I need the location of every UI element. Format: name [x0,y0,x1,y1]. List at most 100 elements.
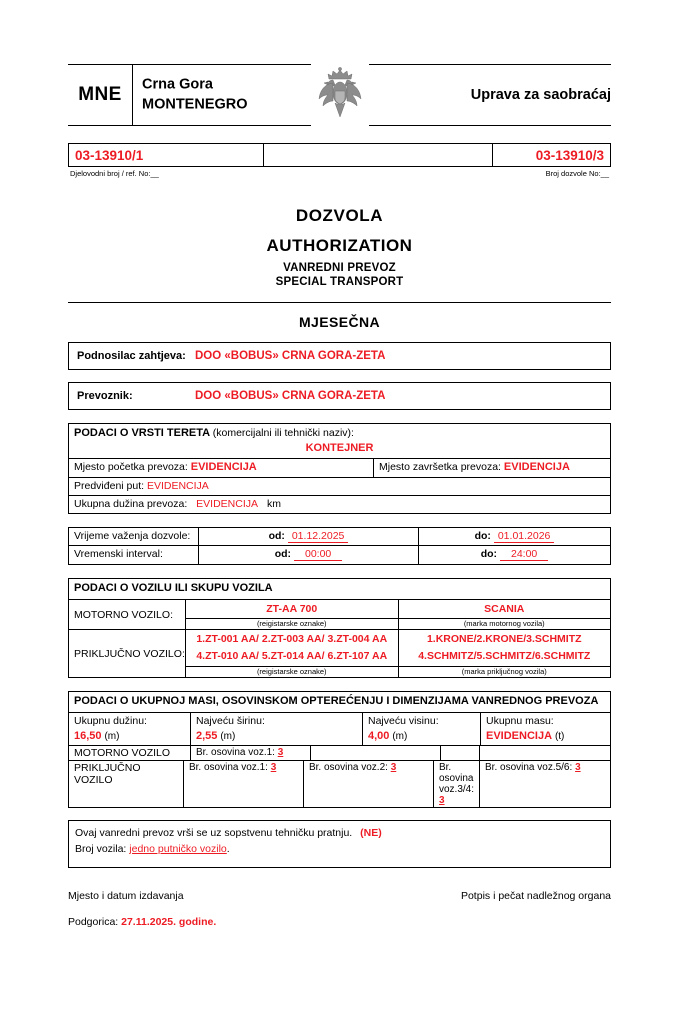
motor-axle1-value: 3 [277,746,284,758]
trailer-axle34-value: 3 [438,794,445,806]
vehicle-section-title: PODACI O VOZILU ILI SKUPU VOZILA [74,581,273,594]
reference-captions-row: Djelovodni broj / ref. No:__ Broj dozvol… [68,169,611,178]
cargo-section-title-note: (komercijalni ili tehnički naziv): [212,427,354,439]
cargo-distance-row: Ukupna dužina prevoza: EVIDENCIJA km [69,495,610,513]
authorization-document: MNE Crna Gora MONTENEGRO [0,64,679,1024]
cargo-distance-label: Ukupna dužina prevoza: [74,498,188,511]
country-name-local: Crna Gora [142,76,213,93]
trailer-plates-caption: (reigistarske oznake) [186,665,398,677]
motor-axle1-cell: Br. osovina voz.1: 3 [191,745,311,760]
period-type: MJESEČNA [299,314,380,330]
title-divider-rule [68,302,611,303]
vehicle-title-row: PODACI O VOZILU ILI SKUPU VOZILA [69,579,610,599]
motor-axle1-label: Br. osovina voz.1: [196,746,275,758]
cargo-start-cell: Mjesto početka prevoza: EVIDENCIJA [69,458,374,477]
motor-plates-caption: (reigistarske oznake) [186,618,398,629]
permit-number-caption: Broj dozvole No:__ [545,169,609,178]
trailer-axle56-value: 3 [575,761,581,773]
document-footer: Mjesto i datum izdavanja Potpis i pečat … [68,890,611,928]
motor-plates-col: ZT-AA 700 (reigistarske oznake) [186,599,399,630]
country-code-box: MNE [68,64,133,126]
cargo-end-cell: Mjesto završetka prevoza: EVIDENCIJA [374,459,610,477]
height-cell: Najveću visinu: 4,00 (m) [363,712,481,745]
dimensions-section-title: PODACI O UKUPNOJ MASI, OSOVINSKOM OPTERE… [74,694,599,707]
dimensions-values-row: Ukupnu dužinu: 16,50 (m) Najveću širinu:… [69,711,610,745]
height-label: Najveću visinu: [368,714,439,727]
trailer-axle1-label: Br. osovina voz.1: [188,761,268,773]
motor-axles-empty-2 [441,745,480,760]
document-titles: DOZVOLA AUTHORIZATION VANREDNI PREVOZ SP… [68,206,611,288]
vehicle-section: PODACI O VOZILU ILI SKUPU VOZILA MOTORNO… [68,577,611,678]
validity-section: Vrijeme važenja dozvole: od: 01.12.2025 … [68,527,611,565]
cargo-route-value: EVIDENCIJA [146,479,209,492]
carrier-label: Prevoznik: [77,390,133,402]
applicant-box: Podnosilac zahtjeva: DOO «BOBUS» CRNA GO… [68,342,611,370]
trailer-axle1-cell: Br. osovina voz.1: 3 [184,760,304,807]
validity-time-to: 24:00 [499,548,549,562]
trailer-plates-col: 1.ZT-001 AA/ 2.ZT-003 AA/ 3.ZT-004 AA 4.… [186,630,399,677]
height-unit: (m) [392,730,408,742]
cargo-title-row: PODACI O VRSTI TERETA (komercijalni ili … [69,424,610,458]
width-label: Najveću širinu: [196,714,265,727]
cargo-end-label: Mjesto završetka prevoza: [379,460,501,473]
subtitle-local: VANREDNI PREVOZ [283,262,396,274]
issue-city: Podgorica: [68,916,119,929]
cargo-distance-cell: Ukupna dužina prevoza: EVIDENCIJA km [69,496,610,513]
trailer-make-line1: 1.KRONE/2.KRONE/3.SCHMITZ [426,633,582,646]
motor-make-col: SCANIA (marka motornog vozila) [398,600,610,630]
escort-vehicle-count-line: Broj vozila: jedno putničko vozilo. [75,841,604,857]
length-label: Ukupnu dužinu: [74,714,147,727]
validity-from-label: od: [268,530,285,543]
escort-note-flag: (NE) [360,826,382,839]
issuing-authority: Uprava za saobraćaj [470,87,611,103]
mass-cell: Ukupnu masu: EVIDENCIJA (t) [481,713,610,745]
cargo-end-value: EVIDENCIJA [503,460,570,473]
escort-vehicle-count-value: jedno putničko vozilo [129,843,227,856]
cargo-start-label: Mjesto početka prevoza: [74,460,188,473]
time-from-cell: od: 00:00 [199,546,419,564]
cargo-distance-value: EVIDENCIJA [196,498,259,511]
trailer-plates-line1: 1.ZT-001 AA/ 2.ZT-003 AA/ 3.ZT-004 AA [196,633,388,646]
trailer-make-col: 1.KRONE/2.KRONE/3.SCHMITZ 4.SCHMITZ/5.SC… [398,630,610,677]
cargo-route-label: Predviđeni put: [74,479,145,492]
mass-value: EVIDENCIJA [486,729,553,742]
issue-place-date: Podgorica: 27.11.2025. godine. [68,916,611,928]
cargo-distance-unit: km [266,498,281,511]
motor-vehicle-label: MOTORNO VOZILO: [69,599,186,630]
length-cell: Ukupnu dužinu: 16,50 (m) [69,712,191,745]
title-english: AUTHORIZATION [266,236,413,255]
permit-number: 03-13910/3 [535,147,604,163]
country-name-english: MONTENEGRO [142,96,248,112]
reference-middle-cell [264,144,493,166]
mass-label: Ukupnu masu: [486,714,554,727]
cargo-start-value: EVIDENCIJA [190,460,257,473]
carrier-value: DOO «BOBUS» CRNA GORA-ZETA [195,390,386,402]
trailer-vehicle-row: PRIKLJUČNO VOZILO: 1.ZT-001 AA/ 2.ZT-003… [69,629,610,677]
time-to-cell: do: 24:00 [419,546,610,563]
length-value: 16,50 [74,729,102,742]
motor-axles-row: MOTORNO VOZILO Br. osovina voz.1: 3 [69,744,610,760]
issue-date: 27.11.2025. godine. [121,916,217,929]
cargo-places-row: Mjesto početka prevoza: EVIDENCIJA Mjest… [69,457,610,477]
footer-labels-row: Mjesto i datum izdavanja Potpis i pečat … [68,890,611,902]
escort-note-box: Ovaj vanredni prevoz vrši se uz sopstven… [68,819,611,869]
reference-number: 03-13910/1 [69,144,264,166]
signature-stamp-label: Potpis i pečat nadležnog organa [460,890,611,903]
trailer-make-caption: (marka priključnog vozila) [398,665,610,677]
motor-axles-empty-1 [311,745,441,760]
title-local: DOZVOLA [295,206,384,225]
validity-time-from: 00:00 [293,548,343,562]
length-unit: (m) [104,730,120,742]
validity-to-label: do: [474,530,491,543]
mass-unit: (t) [554,730,565,742]
validity-period-label: Vrijeme važenja dozvole: [69,528,199,546]
width-unit: (m) [220,730,236,742]
trailer-axle56-label: Br. osovina voz.5/6: [485,761,573,773]
validity-to-cell: do: 01.01.2026 [419,528,610,545]
width-value: 2,55 [196,729,218,742]
cargo-route-cell: Predviđeni put: EVIDENCIJA [69,478,610,495]
motor-make-value: SCANIA [484,602,525,615]
trailer-plates-line2: 4.ZT-010 AA/ 5.ZT-014 AA/ 6.ZT-107 AA [196,650,388,663]
width-cell: Najveću širinu: 2,55 (m) [191,712,363,745]
trailer-axle56-cell: Br. osovina voz.5/6: 3 [480,761,610,807]
